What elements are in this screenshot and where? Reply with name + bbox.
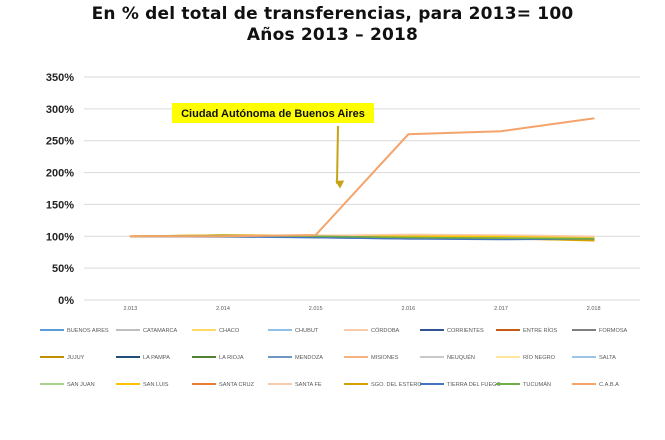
y-tick-label: 350% xyxy=(46,72,74,84)
x-tick-label: 2.015 xyxy=(309,306,323,312)
legend-label: CATAMARCA xyxy=(143,328,178,334)
legend-item-chaco: CHACO xyxy=(192,328,240,334)
legend-item-c-a-b-a: C.A.B.A xyxy=(572,382,619,388)
legend-label: CÓRDOBA xyxy=(371,327,400,334)
annotation-box xyxy=(172,103,374,123)
legend-label: C.A.B.A xyxy=(599,382,619,388)
legend-item-chubut: CHUBUT xyxy=(268,328,319,334)
series-lines xyxy=(129,117,595,242)
legend-item-buenos-aires: BUENOS AIRES xyxy=(40,328,109,334)
legend: BUENOS AIRES CATAMARCA CHACO CHUBUT CÓRDOBA C… xyxy=(40,327,628,388)
legend-label: LA RIOJA xyxy=(219,355,244,361)
annotation-label: Ciudad Autónoma de Buenos Aires xyxy=(181,108,365,120)
legend-item-corrientes: CORRIENTES xyxy=(420,328,484,334)
legend-item-mendoza: MENDOZA xyxy=(268,355,323,361)
legend-label: SAN LUIS xyxy=(143,382,169,388)
legend-item-salta: SALTA xyxy=(572,355,616,361)
annotation-arrow xyxy=(336,125,339,184)
legend-label: ENTRE RÍOS xyxy=(523,327,557,334)
chart-title: En % del total de transferencias, para 2… xyxy=(91,4,574,24)
legend-label: JUJUY xyxy=(67,355,85,361)
legend-label: MISIONES xyxy=(371,355,399,361)
y-tick-label: 250% xyxy=(46,136,74,148)
legend-item-formosa: FORMOSA xyxy=(572,328,628,334)
legend-label: RÍO NEGRO xyxy=(523,354,556,361)
legend-item-entre-rios: ENTRE RÍOS xyxy=(496,327,557,334)
legend-item-jujuy: JUJUY xyxy=(40,355,85,361)
y-axis: 0% 50% 100% 150% 200% 250% 300% 350% xyxy=(46,72,74,307)
legend-label: SAN JUAN xyxy=(67,382,95,388)
y-tick-label: 150% xyxy=(46,199,74,211)
legend-item-sgo-del-estero: SGO. DEL ESTERO xyxy=(344,382,422,388)
legend-item-tierra-del-fuego: TIERRA DEL FUEGO xyxy=(420,382,502,388)
legend-label: SANTA CRUZ xyxy=(219,382,255,388)
legend-item-la-pampa: LA PAMPA xyxy=(116,355,170,361)
series-line-c-a-b-a xyxy=(129,117,595,238)
legend-item-san-luis: SAN LUIS xyxy=(116,382,169,388)
y-tick-label: 0% xyxy=(58,295,74,307)
legend-label: CORRIENTES xyxy=(447,328,484,334)
y-tick-label: 100% xyxy=(46,231,74,243)
legend-label: BUENOS AIRES xyxy=(67,328,109,334)
x-tick-label: 2.014 xyxy=(216,306,230,312)
x-tick-label: 2.016 xyxy=(401,306,415,312)
x-tick-label: 2.018 xyxy=(587,306,601,312)
legend-label: SANTA FE xyxy=(295,382,322,388)
x-tick-label: 2.017 xyxy=(494,306,508,312)
legend-label: CHACO xyxy=(219,328,240,334)
legend-label: TUCUMÁN xyxy=(523,381,551,388)
legend-item-tucuman: TUCUMÁN xyxy=(496,381,551,388)
legend-item-la-rioja: LA RIOJA xyxy=(192,355,244,361)
legend-item-rio-negro: RÍO NEGRO xyxy=(496,354,556,361)
legend-item-san-juan: SAN JUAN xyxy=(40,382,95,388)
legend-item-catamarca: CATAMARCA xyxy=(116,328,178,334)
x-tick-label: 2.013 xyxy=(123,306,137,312)
legend-label: NEUQUÉN xyxy=(447,354,475,361)
legend-label: LA PAMPA xyxy=(143,355,170,361)
legend-label: MENDOZA xyxy=(295,355,323,361)
legend-item-misiones: MISIONES xyxy=(344,355,399,361)
annotation: Ciudad Autónoma de Buenos Aires xyxy=(172,103,374,189)
y-tick-label: 200% xyxy=(46,168,74,180)
legend-item-santa-fe: SANTA FE xyxy=(268,382,322,388)
legend-label: FORMOSA xyxy=(599,328,628,334)
legend-item-santa-cruz: SANTA CRUZ xyxy=(192,382,255,388)
legend-item-cordoba: CÓRDOBA xyxy=(344,327,400,334)
y-tick-label: 300% xyxy=(46,104,74,116)
legend-label: CHUBUT xyxy=(295,328,319,334)
y-tick-label: 50% xyxy=(52,263,74,275)
legend-label: SGO. DEL ESTERO xyxy=(371,382,422,388)
legend-label: TIERRA DEL FUEGO xyxy=(447,382,502,388)
annotation-arrowhead xyxy=(335,180,345,189)
x-axis: 2.013 2.014 2.015 2.016 2.017 2.018 xyxy=(123,306,600,312)
legend-item-neuquen: NEUQUÉN xyxy=(420,354,475,361)
chart-subtitle: Años 2013 – 2018 xyxy=(246,25,419,45)
legend-label: SALTA xyxy=(599,355,616,361)
